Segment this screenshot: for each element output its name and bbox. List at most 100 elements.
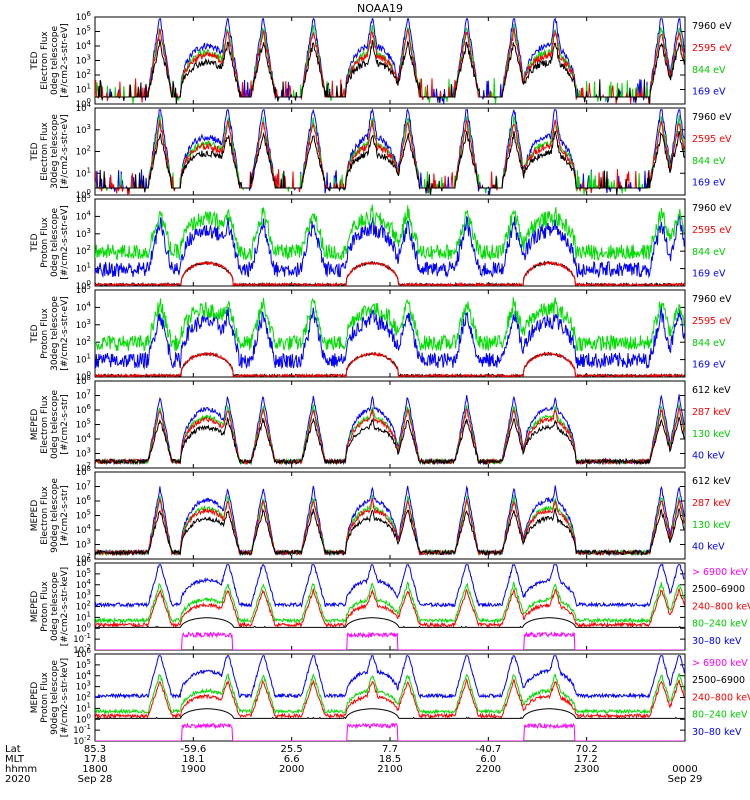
y-tick-label: 105 — [76, 25, 91, 38]
y-label-line: Proton Flux — [40, 672, 50, 723]
y-tick-label: 106 — [76, 10, 92, 23]
series-line — [95, 17, 685, 104]
y-label-line: Proton Flux — [40, 308, 50, 359]
x-mlt-value: 17.2 — [576, 754, 598, 765]
y-tick-label: 105 — [76, 418, 91, 431]
legend-entry: 80–240 keV — [692, 710, 748, 721]
data-traces — [95, 204, 685, 286]
legend-entry: 30–80 keV — [692, 727, 742, 738]
x-hhmm-value: 2000 — [279, 764, 304, 775]
series-line — [95, 494, 685, 557]
y-tick-label: 104 — [76, 209, 92, 222]
y-label-line: 0deg telescope — [50, 572, 60, 642]
y-label-line: 30deg telescope — [50, 296, 60, 371]
legend-entry: 844 eV — [692, 156, 726, 167]
y-label-line: [#/cm2-s-str] — [60, 485, 70, 545]
y-tick-label: 107 — [76, 480, 91, 493]
panel-frame — [94, 107, 686, 196]
x-hhmm-value: 2300 — [574, 764, 599, 775]
series-line — [95, 655, 685, 700]
data-traces — [95, 108, 685, 195]
y-axis-label: TED Electron Flux 0deg telescope [#/cm2-s-s… — [30, 23, 70, 98]
legend-entry: 2595 eV — [692, 134, 732, 145]
data-traces — [95, 563, 685, 650]
y-label-line: 0deg telescope — [50, 208, 60, 278]
y-axis-label: TED Proton Flux 0deg telescope [#/cm2-s-str… — [30, 205, 70, 280]
y-tick-label: 104 — [76, 39, 92, 52]
y-tick-label: 105 — [76, 509, 91, 522]
x-row-label: Lat — [5, 744, 21, 755]
y-label-line: 0deg telescope — [50, 390, 60, 460]
y-tick-label: 104 — [76, 523, 92, 536]
series-line — [95, 297, 685, 352]
series-line — [95, 722, 685, 741]
y-tick-label: 103 — [76, 227, 91, 240]
legend-entry: 130 keV — [692, 520, 731, 531]
series-line — [95, 581, 685, 624]
panel-frame — [94, 16, 686, 105]
y-tick-label: 107 — [76, 389, 91, 402]
legend-entry: 169 eV — [692, 178, 726, 189]
y-label-line: [#/cm2-s-str] — [60, 394, 70, 454]
figure-title: NOAA19 — [357, 2, 403, 15]
y-label-line: Electron Flux — [40, 122, 50, 181]
series-line — [95, 351, 685, 377]
legend-entry: 30–80 keV — [692, 636, 742, 647]
y-tick-label: 106 — [76, 403, 92, 416]
y-tick-label: 102 — [76, 335, 91, 348]
legend-entry: 169 eV — [692, 360, 726, 371]
legend-entry: 2500–6900 — [692, 584, 745, 595]
legend-entry: 612 keV — [692, 476, 731, 487]
series-line — [95, 416, 685, 466]
x-mlt-value: 6.0 — [480, 754, 496, 765]
y-axis-label: MEPED Electron Flux 90deg telescope [#/cm2-… — [30, 478, 70, 553]
y-label-line: 30deg telescope — [50, 114, 60, 189]
data-traces — [95, 17, 685, 104]
legend-entry: 169 eV — [692, 87, 726, 98]
y-tick-label: 103 — [76, 447, 91, 460]
y-axis-label: MEPED Electron Flux 0deg telescope [#/cm2-s… — [30, 390, 70, 460]
legend-entry: 844 eV — [692, 247, 726, 258]
x-lat-value: -40.7 — [475, 744, 501, 755]
series-line — [95, 204, 685, 262]
series-line — [95, 587, 685, 629]
series-line — [95, 498, 685, 557]
y-tick-label: 103 — [76, 318, 91, 331]
data-traces — [95, 394, 685, 466]
series-line — [95, 214, 685, 279]
data-traces — [95, 297, 685, 377]
y-tick-label: 103 — [76, 123, 91, 136]
y-label-line: MEPED — [30, 409, 40, 441]
legend-entry: 287 keV — [692, 407, 731, 418]
y-tick-label: 101 — [76, 262, 91, 275]
legend-entry: 612 keV — [692, 385, 731, 396]
series-line — [95, 631, 685, 650]
series-line — [95, 130, 685, 195]
x-mlt-value: 6.6 — [284, 754, 300, 765]
y-label-line: Proton Flux — [40, 217, 50, 268]
x-row-label: 2020 — [5, 774, 30, 785]
x-mlt-value: 18.1 — [182, 754, 204, 765]
data-traces — [95, 655, 685, 741]
x-mlt-value: 17.8 — [84, 754, 106, 765]
y-tick-label: 103 — [76, 54, 91, 67]
y-tick-label: 104 — [76, 300, 92, 313]
legend-entry: 169 eV — [692, 269, 726, 280]
panel-frame — [94, 471, 686, 560]
y-label-line: [#/cm2-s-str-eV] — [60, 296, 70, 371]
y-tick-label: 102 — [76, 145, 91, 158]
y-axis-label: MEPED Proton Flux 90deg telescope [#/cm2-s-… — [30, 658, 70, 737]
x-date-value: Sep 28 — [78, 774, 113, 785]
y-label-line: MEPED — [30, 591, 40, 623]
x-hhmm-value: 1900 — [181, 764, 206, 775]
legend-entry: 7960 eV — [692, 21, 732, 32]
y-tick-label: 101 — [76, 83, 91, 96]
x-row-label: MLT — [5, 754, 25, 765]
x-lat-value: 25.5 — [281, 744, 303, 755]
y-axis-label: MEPED Proton Flux 0deg telescope [#/cm2-s-s… — [30, 567, 70, 646]
